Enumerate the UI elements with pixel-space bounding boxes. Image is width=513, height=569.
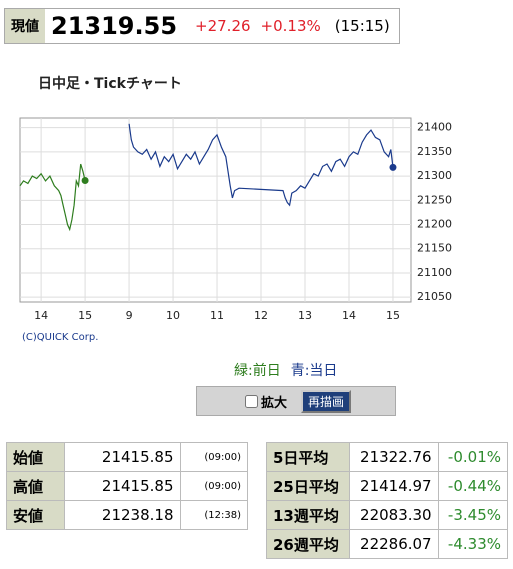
table-cell: -0.01% xyxy=(437,442,509,472)
y-tick-label: 21150 xyxy=(417,242,452,255)
table-cell: -4.33% xyxy=(437,529,509,559)
table-cell: 高値 xyxy=(5,471,66,501)
average-table: 5日平均 21322.76 -0.01% 25日平均 21414.97 -0.44% 13週… xyxy=(266,442,509,559)
x-tick-label: 14 xyxy=(34,309,48,322)
table-row: 5日平均 21322.76 -0.01% xyxy=(266,442,509,472)
source: (C)QUICK Corp. xyxy=(22,332,99,343)
checkbox-label: 拡大 xyxy=(260,395,287,411)
zoom-checkbox[interactable] xyxy=(244,394,258,408)
chart: 日中足・Tickチャート 21050 21100 21150 21200 21250 21… xyxy=(19,75,452,322)
table-cell: -3.45% xyxy=(437,500,509,530)
table-row: 高値 21415.85 (09:00) xyxy=(5,471,248,501)
line xyxy=(19,163,86,232)
table-row: 始値 21415.85 (09:00) xyxy=(5,442,248,472)
change-pct: +0.13% xyxy=(260,17,321,35)
redraw-button[interactable]: 再描画 xyxy=(301,389,352,413)
time: (15:15) xyxy=(334,17,390,35)
table-cell: -0.44% xyxy=(437,471,509,501)
table-cell: 26週平均 xyxy=(266,529,350,559)
table-cell: (09:00) xyxy=(179,442,248,472)
change: +27.26 xyxy=(195,17,251,35)
y-tick-label: 21200 xyxy=(417,218,452,231)
table-cell: 21415.85 xyxy=(64,442,181,472)
table-cell: 21238.18 xyxy=(64,500,181,530)
y-tick-label: 21350 xyxy=(417,145,452,158)
legend: 緑:前日 青:当日 xyxy=(234,360,347,380)
y-tick-label: 21100 xyxy=(417,266,452,279)
end-point xyxy=(389,163,397,171)
table-row: 13週平均 22083.30 -3.45% xyxy=(266,500,509,530)
table-row: 26週平均 22286.07 -4.33% xyxy=(266,529,509,559)
x-tick-label: 14 xyxy=(342,309,356,322)
y-tick-label: 21300 xyxy=(417,169,452,182)
table-cell: 21414.97 xyxy=(348,471,439,501)
x-tick-label: 15 xyxy=(386,309,400,322)
table-cell: 21322.76 xyxy=(348,442,439,472)
table-cell: 安値 xyxy=(5,500,66,530)
x-tick-label: 13 xyxy=(298,309,312,322)
table-cell: 5日平均 xyxy=(266,442,350,472)
table-cell: 22286.07 xyxy=(348,529,439,559)
price-table: 始値 21415.85 (09:00) 高値 21415.85 (09:00) 安値 2123… xyxy=(5,442,248,530)
table-cell: 13週平均 xyxy=(266,500,350,530)
chart-title: 日中足・Tickチャート xyxy=(38,75,182,92)
table-cell: 始値 xyxy=(5,442,66,472)
line xyxy=(128,123,394,207)
legend-entry: 青:当日 xyxy=(290,363,338,379)
y-tick-label: 21050 xyxy=(417,290,452,303)
legend-entry: 緑:前日 xyxy=(234,363,281,379)
table-row: 25日平均 21414.97 -0.44% xyxy=(266,471,509,501)
price-label: 現値 xyxy=(5,9,45,43)
table-cell: 21415.85 xyxy=(64,471,181,501)
x-tick-label: 11 xyxy=(210,309,224,322)
controls: 拡大 再描画 xyxy=(196,386,396,416)
price: 21319.55 xyxy=(51,12,178,40)
table-cell: (12:38) xyxy=(179,500,248,530)
end-point xyxy=(81,176,89,184)
plot-frame xyxy=(19,117,412,303)
x-tick-label: 12 xyxy=(254,309,268,322)
table-row: 安値 21238.18 (12:38) xyxy=(5,500,248,530)
y-tick-label: 21250 xyxy=(417,193,452,206)
x-tick-label: 10 xyxy=(166,309,180,322)
x-tick-label: 15 xyxy=(78,309,92,322)
table-cell: 25日平均 xyxy=(266,471,350,501)
table-cell: (09:00) xyxy=(179,471,248,501)
x-tick-label: 9 xyxy=(126,309,133,322)
y-tick-label: 21400 xyxy=(417,121,452,134)
quote-header: 現値 21319.55 +27.26 +0.13% (15:15) xyxy=(4,8,400,44)
table-cell: 22083.30 xyxy=(348,500,439,530)
